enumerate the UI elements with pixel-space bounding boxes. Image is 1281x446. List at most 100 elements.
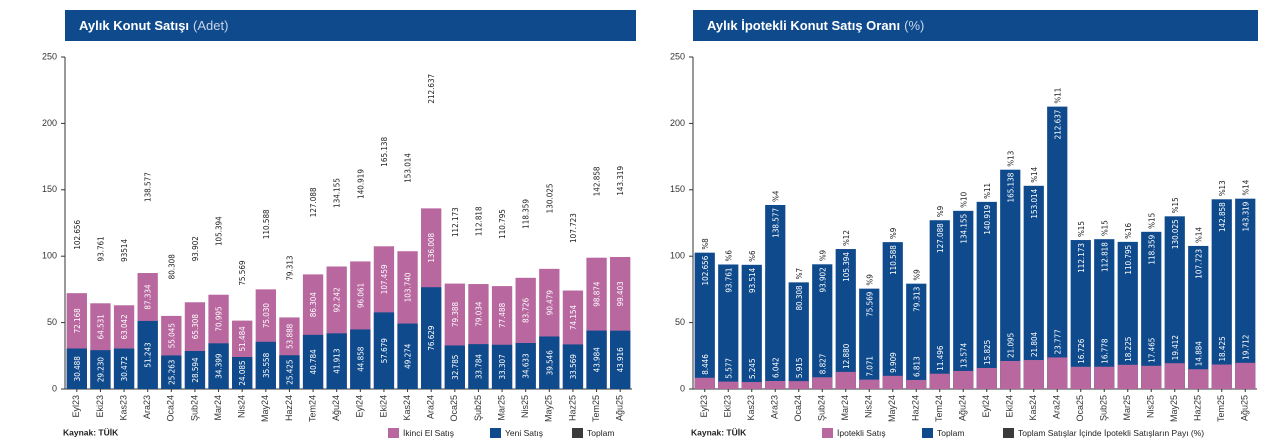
- value-label: 75.569: [865, 291, 874, 317]
- x-tick-label: Mar25: [496, 395, 506, 421]
- bar: [421, 287, 442, 389]
- value-label: 17.465: [1147, 338, 1156, 363]
- value-label: 5.915: [795, 358, 804, 379]
- value-label: 98.874: [593, 281, 602, 307]
- value-label: 12.880: [842, 343, 851, 369]
- value-label: 105.394: [215, 216, 224, 246]
- x-tick-label: Eki24: [378, 395, 388, 418]
- x-tick-label: May25: [544, 395, 554, 422]
- value-label: 19.412: [1171, 335, 1180, 360]
- bar: [1070, 366, 1091, 389]
- value-label: 35.558: [262, 352, 271, 378]
- bar: [1141, 365, 1162, 389]
- value-label: 19.712: [1241, 335, 1250, 360]
- value-label: 14.884: [1194, 341, 1203, 367]
- value-label: 79.313: [912, 287, 921, 312]
- bar: [1000, 360, 1021, 389]
- bar: [741, 382, 762, 389]
- value-label: 33.307: [498, 354, 507, 379]
- x-tick-label: Ara23: [142, 395, 152, 419]
- y-tick-label: 50: [47, 317, 57, 327]
- value-label: 112.173: [1077, 243, 1086, 273]
- bar: [694, 377, 715, 389]
- value-label: 33.569: [569, 354, 578, 380]
- bar: [90, 350, 111, 389]
- value-label: 153.014: [404, 153, 413, 183]
- value-label: %9: [889, 227, 898, 239]
- value-label: %8: [701, 238, 710, 250]
- bar: [1047, 106, 1068, 389]
- value-label: 80.308: [795, 285, 804, 311]
- y-tick-label: 250: [42, 51, 57, 61]
- x-tick-label: Haz24: [911, 395, 921, 421]
- value-label: %15: [1100, 220, 1109, 236]
- value-label: 25.425: [285, 360, 294, 385]
- value-label: 87.334: [144, 284, 153, 310]
- value-label: 16.726: [1077, 338, 1086, 364]
- bar: [1070, 240, 1091, 389]
- value-label: 18.225: [1124, 337, 1133, 362]
- x-tick-label: May25: [1169, 395, 1179, 422]
- y-tick-label: 0: [52, 383, 57, 393]
- bar: [1188, 245, 1209, 389]
- value-label: 51.243: [144, 342, 153, 367]
- value-label: 63.042: [120, 314, 129, 339]
- bar: [694, 252, 715, 389]
- subtitle-text: (Adet): [193, 18, 228, 33]
- value-label: 34.399: [215, 353, 224, 379]
- value-label: %14: [1241, 179, 1250, 195]
- value-label: 90.479: [545, 290, 554, 316]
- bar: [929, 220, 950, 389]
- legend-swatch: [490, 428, 501, 438]
- x-tick-label: Şub25: [1099, 395, 1109, 421]
- bar: [1235, 362, 1256, 389]
- value-label: 93514: [120, 239, 129, 262]
- value-label: 41.913: [333, 349, 342, 374]
- bar: [765, 380, 786, 389]
- bar: [906, 283, 927, 389]
- value-label: 143.319: [1241, 201, 1250, 231]
- value-label: 8.827: [818, 354, 827, 375]
- value-label: 143.319: [616, 165, 625, 195]
- value-label: 6.042: [771, 357, 780, 378]
- title-bar: [65, 10, 636, 41]
- bar: [113, 348, 135, 389]
- x-tick-label: Tem25: [1216, 395, 1226, 422]
- value-label: 212.637: [1053, 110, 1062, 140]
- value-label: 34.633: [522, 353, 531, 378]
- x-tick-label: Kas23: [118, 395, 128, 421]
- value-label: 112.818: [474, 206, 483, 236]
- value-label: 136.008: [427, 233, 436, 263]
- value-label: %13: [1006, 151, 1015, 167]
- source: Kaynak: TÜİK: [63, 427, 119, 437]
- value-label: %13: [1218, 180, 1227, 196]
- value-label: 110.588: [889, 245, 898, 275]
- value-label: 7.071: [865, 356, 874, 377]
- value-label: 28.594: [191, 357, 200, 383]
- x-tick-label: Mar25: [1122, 395, 1132, 421]
- legend-swatch: [922, 428, 933, 438]
- bar: [1094, 239, 1115, 389]
- x-tick-label: Ara24: [1052, 395, 1062, 419]
- value-label: 142.858: [1218, 202, 1227, 232]
- value-label: 83.726: [522, 297, 531, 323]
- bar: [788, 282, 809, 389]
- value-label: 140.919: [356, 169, 365, 199]
- legend-label: İpotekli Satış: [837, 428, 886, 438]
- value-label: 40.784: [309, 349, 318, 375]
- value-label: 57.679: [380, 338, 389, 364]
- value-label: 64.531: [96, 314, 105, 339]
- value-label: 93.902: [818, 267, 827, 292]
- value-label: 105.394: [842, 252, 851, 282]
- bar: [882, 242, 903, 389]
- bar: [208, 343, 229, 389]
- value-label: 16.778: [1100, 338, 1109, 364]
- value-label: %15: [1147, 213, 1156, 229]
- x-tick-label: Haz24: [284, 395, 294, 421]
- value-label: 79.034: [474, 301, 483, 327]
- value-label: 29.230: [96, 357, 105, 383]
- value-label: 21.095: [1006, 333, 1015, 358]
- value-label: 110.795: [498, 209, 507, 239]
- value-label: 49.274: [404, 343, 413, 369]
